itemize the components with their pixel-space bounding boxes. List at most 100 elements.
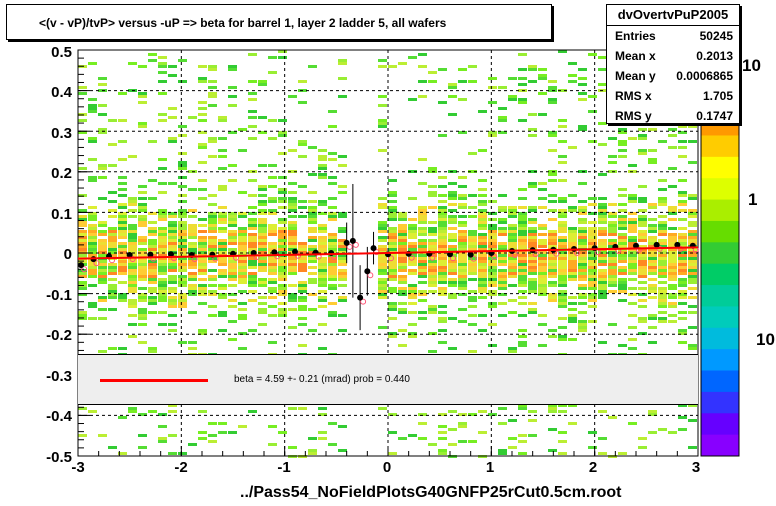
heatmap-cell: [238, 128, 247, 131]
heatmap-cell: [618, 128, 627, 131]
heatmap-cell: [218, 329, 227, 332]
heatmap-cell: [228, 86, 237, 89]
heatmap-cell: [488, 344, 497, 347]
heatmap-cell: [498, 452, 507, 455]
heatmap-cell: [138, 224, 147, 227]
heatmap-cell: [308, 200, 317, 203]
heatmap-cell: [598, 437, 607, 440]
heatmap-cell: [688, 140, 697, 143]
heatmap-cell: [78, 86, 87, 89]
heatmap-cell: [378, 260, 387, 263]
heatmap-cell: [538, 272, 547, 275]
heatmap-cell: [168, 65, 177, 68]
heatmap-cell: [148, 269, 157, 272]
heatmap-cell: [378, 197, 387, 200]
heatmap-cell: [98, 275, 107, 278]
heatmap-cell: [628, 164, 637, 167]
profile-point-open: [129, 256, 136, 263]
heatmap-cell: [278, 245, 287, 248]
heatmap-cell: [588, 320, 597, 323]
heatmap-cell: [488, 266, 497, 269]
heatmap-cell: [178, 185, 187, 188]
stats-value: 0.1747: [696, 109, 733, 123]
heatmap-cell: [268, 341, 277, 344]
heatmap-cell: [468, 230, 477, 233]
heatmap-cell: [108, 284, 117, 287]
heatmap-cell: [678, 146, 687, 149]
heatmap-cell: [408, 227, 417, 230]
heatmap-cell: [258, 284, 267, 287]
heatmap-cell: [118, 176, 127, 179]
heatmap-cell: [98, 164, 107, 167]
heatmap-cell: [478, 224, 487, 227]
profile-point: [674, 241, 681, 248]
heatmap-cell: [638, 239, 647, 242]
heatmap-cell: [208, 434, 217, 437]
heatmap-cell: [528, 236, 537, 239]
heatmap-cell: [448, 239, 457, 242]
heatmap-cell: [548, 260, 557, 263]
heatmap-cell: [568, 257, 577, 260]
heatmap-cell: [238, 257, 247, 260]
heatmap-cell: [488, 101, 497, 104]
heatmap-cell: [518, 278, 527, 281]
heatmap-cell: [518, 239, 527, 242]
heatmap-cell: [398, 257, 407, 260]
heatmap-cell: [488, 134, 497, 137]
heatmap-cell: [588, 263, 597, 266]
heatmap-cell: [198, 179, 207, 182]
heatmap-cell: [128, 323, 137, 326]
heatmap-cell: [438, 317, 447, 320]
heatmap-cell: [378, 293, 387, 296]
heatmap-cell: [388, 266, 397, 269]
heatmap-cell: [548, 218, 557, 221]
heatmap-cell: [338, 257, 347, 260]
heatmap-cell: [298, 143, 307, 146]
heatmap-cell: [278, 188, 287, 191]
heatmap-cell: [178, 236, 187, 239]
heatmap-cell: [168, 305, 177, 308]
heatmap-cell: [268, 281, 277, 284]
heatmap-cell: [208, 278, 217, 281]
heatmap-cell: [98, 248, 107, 251]
heatmap-cell: [478, 260, 487, 263]
heatmap-cell: [378, 236, 387, 239]
heatmap-cell: [438, 254, 447, 257]
heatmap-cell: [568, 254, 577, 257]
heatmap-cell: [638, 254, 647, 257]
heatmap-cell: [248, 212, 257, 215]
heatmap-cell: [448, 260, 457, 263]
heatmap-cell: [408, 332, 417, 335]
heatmap-cell: [518, 206, 527, 209]
heatmap-cell: [548, 284, 557, 287]
heatmap-cell: [398, 290, 407, 293]
heatmap-cell: [398, 239, 407, 242]
heatmap-cell: [178, 248, 187, 251]
heatmap-cell: [678, 329, 687, 332]
heatmap-cell: [138, 236, 147, 239]
heatmap-cell: [158, 272, 167, 275]
heatmap-cell: [568, 308, 577, 311]
heatmap-cell: [448, 284, 457, 287]
heatmap-cell: [488, 242, 497, 245]
heatmap-cell: [568, 230, 577, 233]
heatmap-cell: [518, 404, 527, 407]
heatmap-cell: [538, 344, 547, 347]
heatmap-cell: [518, 227, 527, 230]
heatmap-cell: [668, 134, 677, 137]
heatmap-cell: [558, 212, 567, 215]
heatmap-cell: [468, 350, 477, 353]
heatmap-cell: [218, 137, 227, 140]
heatmap-cell: [408, 272, 417, 275]
heatmap-cell: [288, 272, 297, 275]
heatmap-cell: [478, 239, 487, 242]
heatmap-cell: [238, 425, 247, 428]
heatmap-cell: [468, 233, 477, 236]
heatmap-cell: [138, 218, 147, 221]
heatmap-cell: [628, 314, 637, 317]
heatmap-cell: [438, 272, 447, 275]
heatmap-cell: [408, 98, 417, 101]
heatmap-cell: [228, 338, 237, 341]
heatmap-cell: [518, 434, 527, 437]
heatmap-cell: [258, 227, 267, 230]
